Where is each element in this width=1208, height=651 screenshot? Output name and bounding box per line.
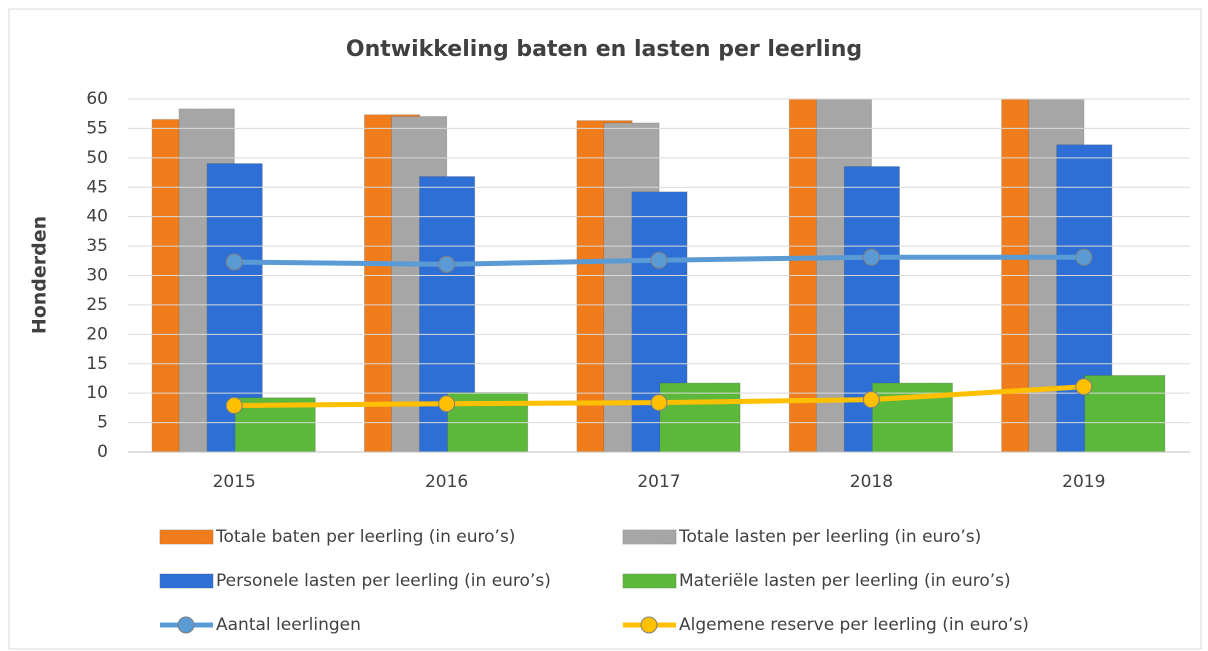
legend-marker (177, 616, 195, 634)
line-marker (650, 251, 668, 269)
bar-shade (660, 383, 740, 452)
line-marker (225, 253, 243, 271)
legend-label: Materiële lasten per leerling (in euro’s… (679, 571, 1011, 591)
legend-label: Personele lasten per leerling (in euro’s… (216, 571, 551, 591)
legend-label: Totale baten per leerling (in euro’s) (215, 527, 515, 547)
y-tick-label: 15 (86, 354, 108, 374)
y-tick-label: 45 (86, 177, 108, 197)
y-tick-label: 0 (97, 442, 108, 462)
legend-swatch-shade (160, 530, 213, 544)
legend-label: Algemene reserve per leerling (in euro’s… (679, 615, 1029, 635)
legend-swatch-shade (623, 530, 676, 544)
legend-label: Totale lasten per leerling (in euro’s) (678, 527, 981, 547)
x-tick-label: 2017 (637, 472, 680, 492)
line-marker (438, 255, 456, 273)
y-tick-label: 60 (86, 89, 108, 109)
x-tick-label: 2016 (425, 472, 468, 492)
y-axis-label: Honderden (29, 216, 51, 334)
y-tick-label: 50 (86, 148, 108, 168)
y-tick-label: 55 (86, 118, 108, 138)
y-tick-label: 40 (86, 207, 108, 227)
legend-swatch-shade (160, 574, 213, 588)
x-tick-label: 2015 (213, 472, 256, 492)
legend-marker (640, 616, 658, 634)
legend-swatch-shade (623, 574, 676, 588)
y-tick-label: 20 (86, 324, 108, 344)
line-marker (650, 394, 668, 412)
y-tick-label: 35 (86, 236, 108, 256)
y-tick-label: 25 (86, 295, 108, 315)
legend-label: Aantal leerlingen (216, 615, 361, 635)
line-marker (225, 397, 243, 415)
line-marker (1075, 248, 1093, 266)
line-marker (862, 248, 880, 266)
bar-shade (1084, 375, 1165, 452)
chart-title: Ontwikkeling baten en lasten per leerlin… (346, 37, 862, 62)
line-marker (1075, 378, 1093, 396)
x-tick-label: 2019 (1062, 472, 1105, 492)
y-tick-label: 30 (86, 266, 108, 286)
line-marker (438, 395, 456, 413)
line-marker (862, 391, 880, 409)
x-tick-label: 2018 (850, 472, 893, 492)
y-tick-label: 10 (86, 383, 108, 403)
y-tick-label: 5 (97, 413, 108, 433)
